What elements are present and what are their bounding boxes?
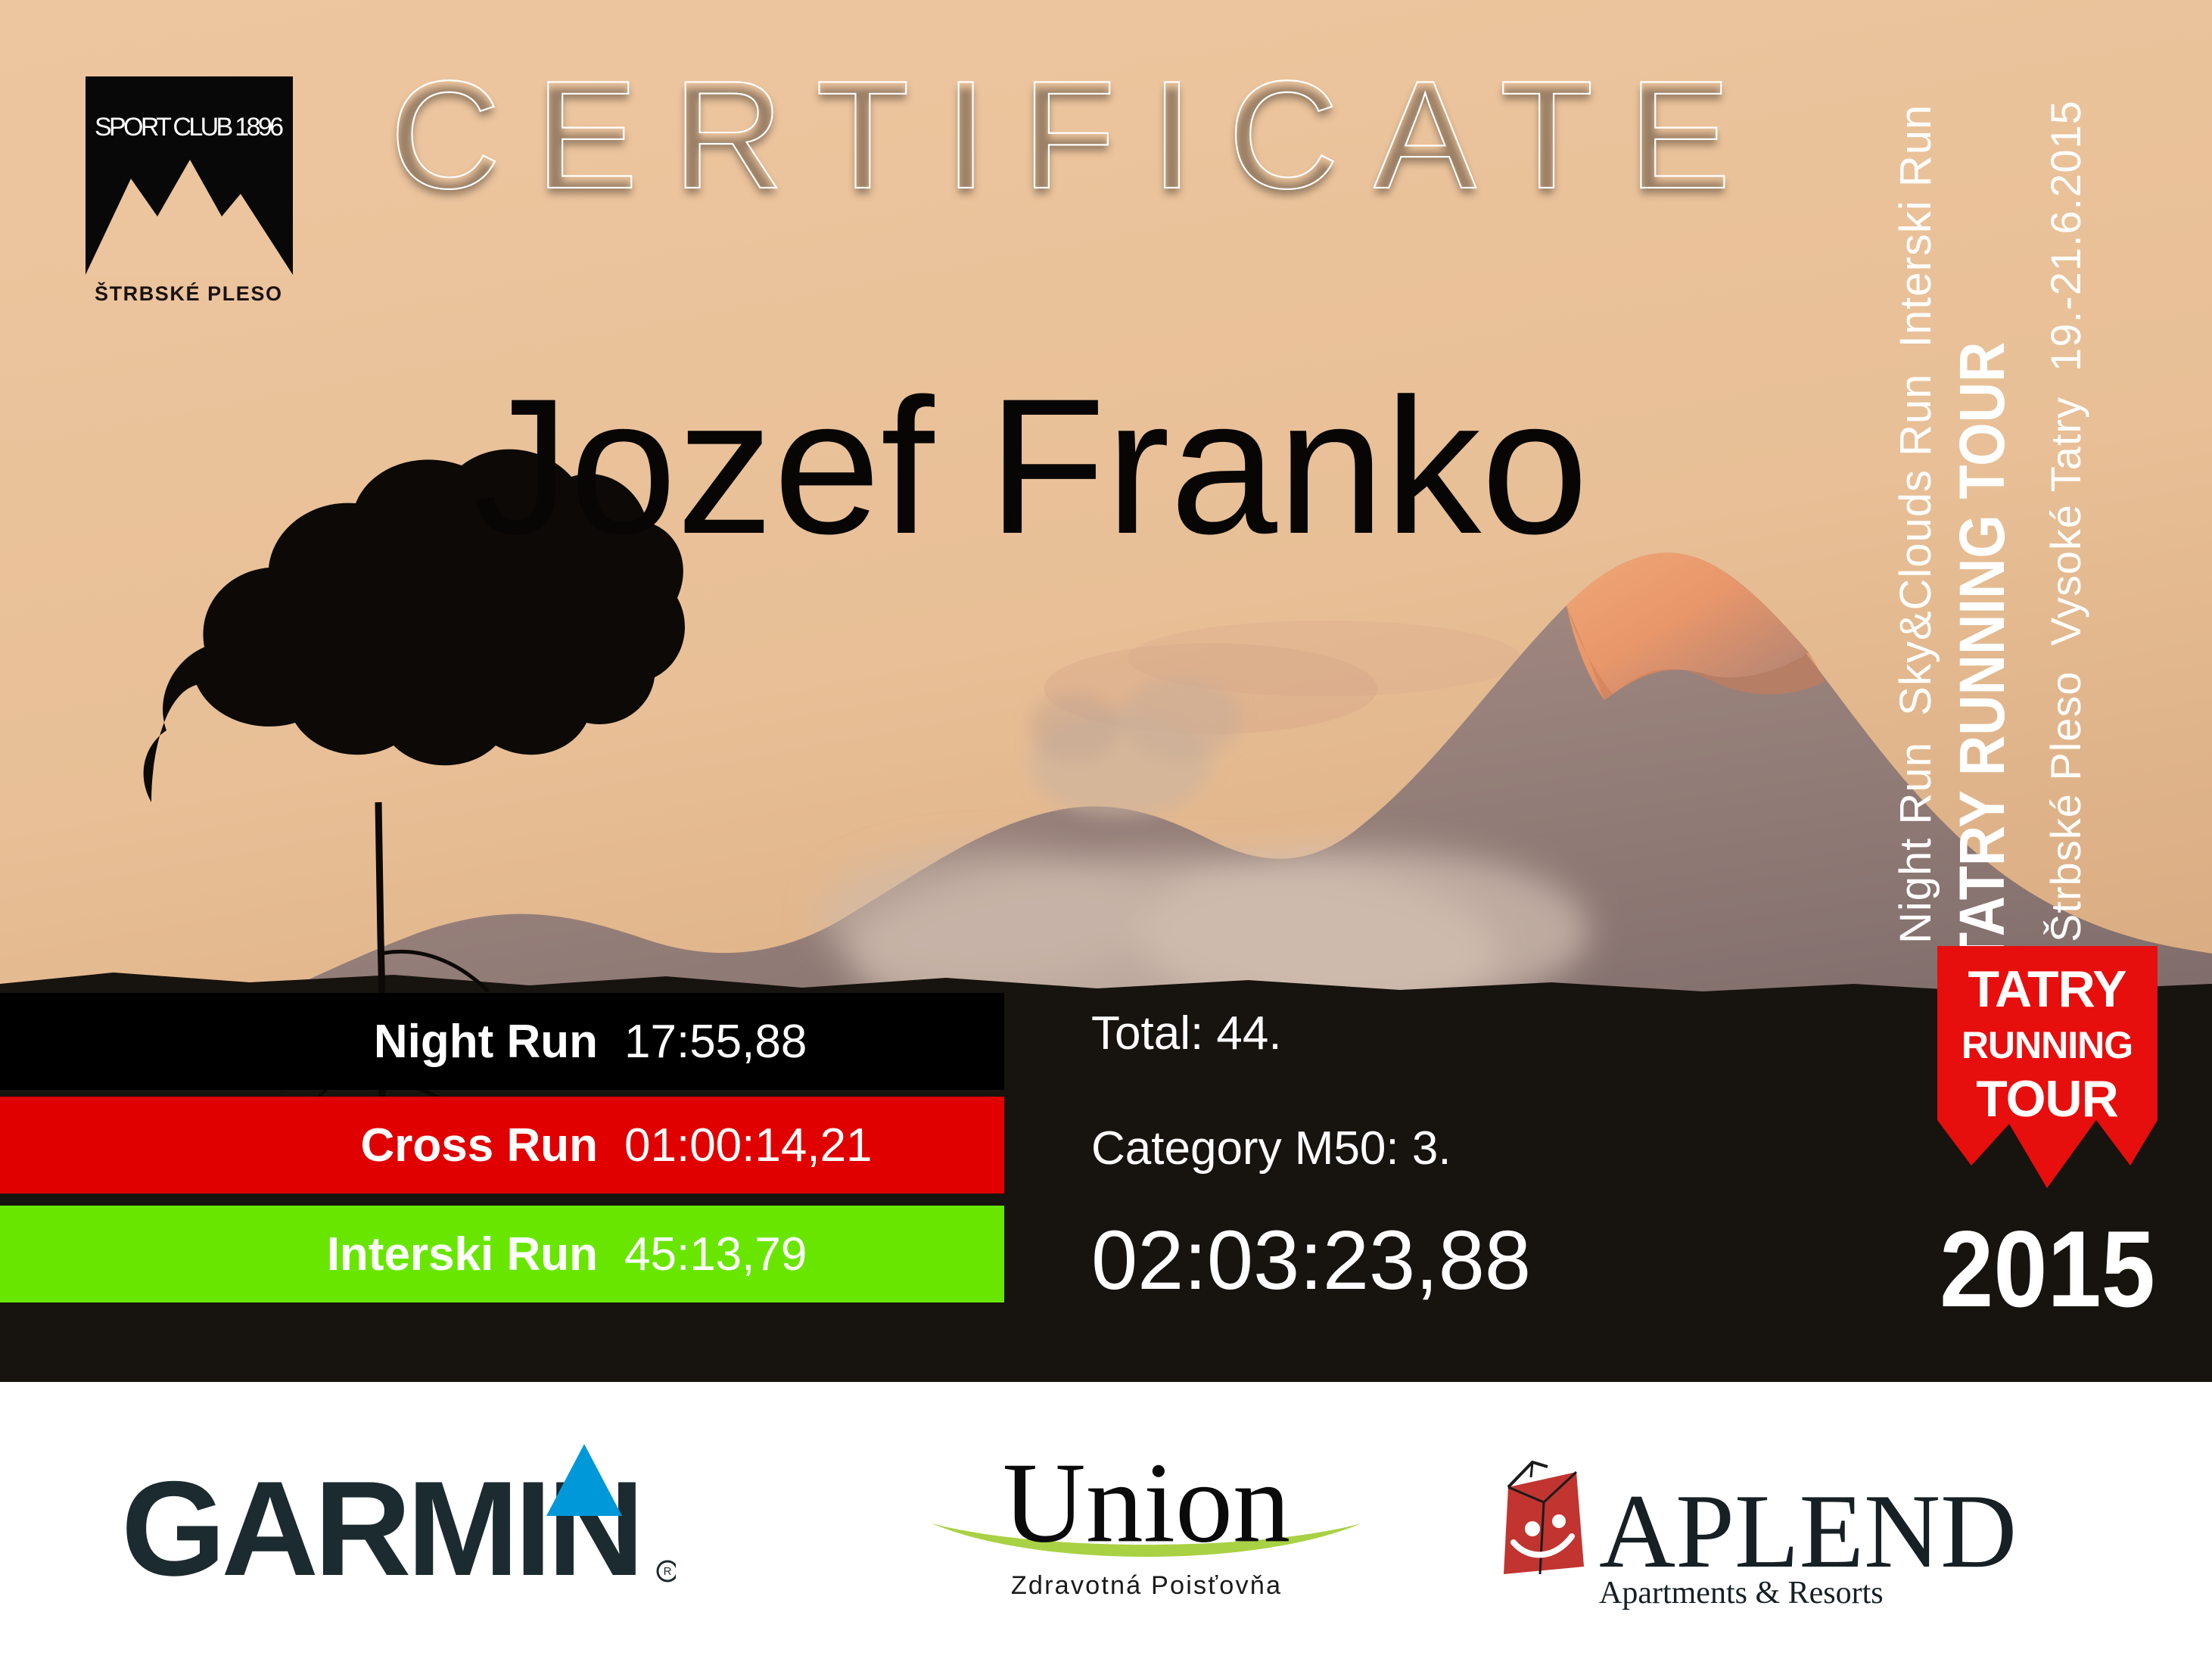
svg-text:TOUR: TOUR xyxy=(1976,1070,2117,1128)
svg-text:R: R xyxy=(664,1565,672,1578)
svg-text:Apartments & Resorts: Apartments & Resorts xyxy=(1599,1576,1884,1611)
svg-text:GARMIN: GARMIN xyxy=(121,1453,640,1597)
svg-text:ŠTRBSKÉ PLESO: ŠTRBSKÉ PLESO xyxy=(95,282,284,303)
svg-text:APLEND: APLEND xyxy=(1599,1473,2017,1590)
svg-text:Zdravotná Poisťovňa: Zdravotná Poisťovňa xyxy=(1011,1571,1282,1600)
svg-text:TATRY: TATRY xyxy=(1968,960,2126,1018)
svg-text:Union: Union xyxy=(1003,1438,1290,1566)
svg-text:RUNNING: RUNNING xyxy=(1962,1024,2133,1066)
svg-text:SPORT CLUB 1896: SPORT CLUB 1896 xyxy=(95,113,284,142)
